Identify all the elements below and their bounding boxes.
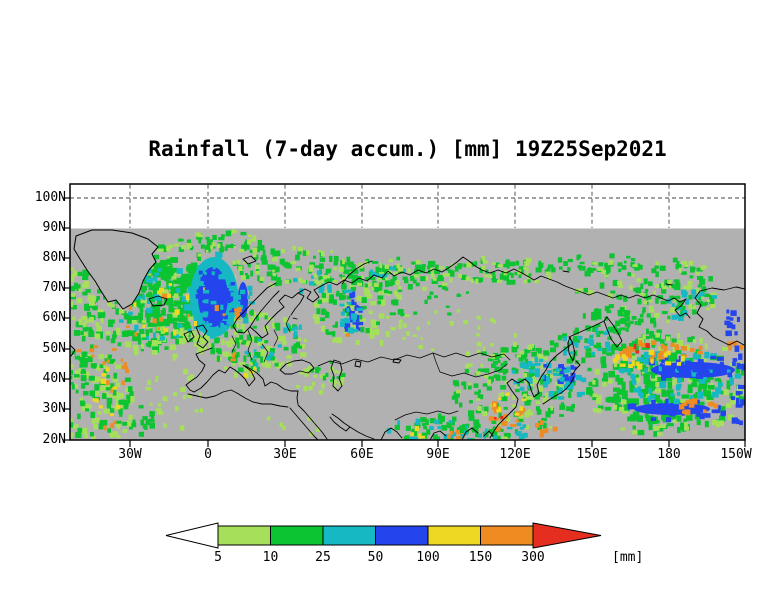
lon-tick-label: 30W xyxy=(118,447,142,462)
coast-west-europe xyxy=(185,347,213,393)
coast-chukotka xyxy=(674,298,691,319)
colorbar-tick-label: 150 xyxy=(468,550,493,565)
lat-tick-label: 60N xyxy=(42,310,66,325)
lon-tick-label: 150W xyxy=(720,447,752,462)
coast-black-sea xyxy=(279,359,315,375)
lon-tick-label: 30E xyxy=(273,447,297,462)
coast-novaya-zemlya xyxy=(341,260,373,285)
plot-frame xyxy=(69,183,746,441)
lat-tick-label: 70N xyxy=(42,280,66,295)
border-mongolia xyxy=(432,352,511,378)
chart-title: Rainfall (7-day accum.) [mm] 19Z25Sep202… xyxy=(148,137,667,161)
lon-tick-label: 0 xyxy=(204,447,212,462)
lon-tick-label: 150E xyxy=(576,447,608,462)
colorbar xyxy=(165,522,602,549)
border-europe xyxy=(231,315,291,363)
axis-ticks xyxy=(63,197,746,447)
coast-india-se-asia xyxy=(380,427,494,440)
coast-alaska-north xyxy=(699,286,745,292)
coast-iceland xyxy=(148,295,168,307)
border-kazakhstan xyxy=(317,352,434,367)
coast-kamchatka xyxy=(603,316,623,348)
coast-north-africa-red-sea xyxy=(187,389,328,440)
coast-mediterranean-north xyxy=(193,364,299,405)
coast-misc-islands xyxy=(70,270,673,357)
colorbar-tick-label: 5 xyxy=(214,550,222,565)
coast-japan xyxy=(542,360,581,405)
coast-aral-balkhash xyxy=(354,358,402,368)
colorbar-tick-label: 300 xyxy=(521,550,545,565)
coast-scandinavia xyxy=(232,282,280,334)
lat-tick-label: 90N xyxy=(42,220,66,235)
lat-tick-label: 30N xyxy=(42,401,66,416)
lon-tick-label: 60E xyxy=(350,447,374,462)
coast-persian-gulf xyxy=(329,413,375,440)
lon-tick-label: 120E xyxy=(499,447,531,462)
coast-svalbard xyxy=(242,255,257,265)
lat-tick-label: 50N xyxy=(42,341,66,356)
coast-britain xyxy=(195,324,209,349)
coastlines xyxy=(70,229,745,440)
lon-tick-label: 90E xyxy=(426,447,450,462)
coast-kola-white-sea xyxy=(297,285,322,303)
lat-tick-label: 40N xyxy=(42,371,66,386)
colorbar-tick-label: 50 xyxy=(367,550,384,565)
colorbar-tick-label: 25 xyxy=(315,550,331,565)
lat-tick-label: 80N xyxy=(42,250,66,265)
coast-china xyxy=(489,382,519,439)
lon-tick-label: 180 xyxy=(657,447,681,462)
coast-caspian xyxy=(330,359,343,392)
coast-greenland xyxy=(73,229,159,310)
coast-arctic-russia xyxy=(320,256,687,303)
border-himalaya xyxy=(394,410,459,421)
lat-tick-label: 20N xyxy=(42,432,66,447)
coast-korea xyxy=(506,378,540,398)
coast-sakhalin xyxy=(567,336,576,362)
coast-alaska-west xyxy=(694,290,745,346)
coast-ireland xyxy=(183,330,195,343)
gridlines xyxy=(70,184,745,228)
colorbar-unit-label: [mm] xyxy=(612,550,644,565)
coast-okhotsk xyxy=(536,320,605,394)
colorbar-tick-label: 100 xyxy=(416,550,440,565)
lat-tick-label: 100N xyxy=(34,190,66,205)
colorbar-tick-label: 10 xyxy=(262,550,279,565)
coast-baltic xyxy=(249,306,285,339)
